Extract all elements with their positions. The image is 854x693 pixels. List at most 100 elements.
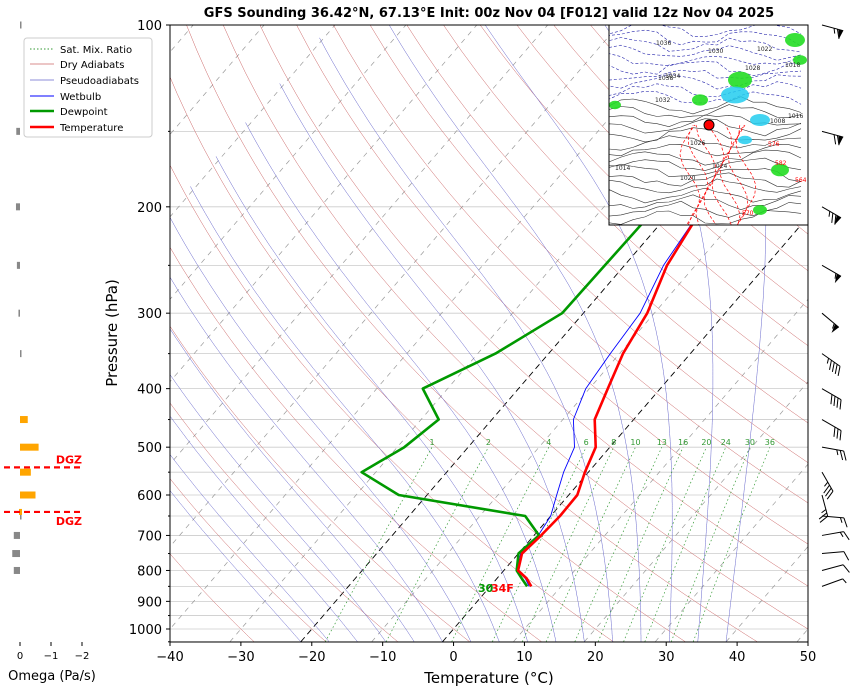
dry-adiabat-60 bbox=[259, 25, 808, 587]
inset-contour-15 bbox=[609, 135, 802, 151]
x-tick-label--20: −20 bbox=[298, 650, 325, 665]
y-tick-label-400: 400 bbox=[137, 383, 162, 398]
inset-contour-label-3: 1036 bbox=[656, 40, 671, 47]
x-tick-label-50: 50 bbox=[800, 650, 817, 665]
inset-contour-20 bbox=[609, 172, 802, 188]
inset-height-contour-1 bbox=[687, 124, 709, 225]
dry-adiabat-0 bbox=[170, 325, 470, 642]
dry-adiabat-70 bbox=[296, 25, 808, 545]
omega-bar-200 bbox=[15, 203, 20, 211]
pseudoadiabat-24 bbox=[319, 37, 613, 642]
wind-barb-550 bbox=[821, 471, 834, 500]
y-axis-label: Pressure (hPa) bbox=[103, 279, 121, 387]
inset-contour-label-1: 1030 bbox=[708, 48, 723, 55]
y-tick-label-200: 200 bbox=[137, 201, 162, 216]
legend-wetbulb: Wetbulb bbox=[60, 92, 101, 103]
inset-height-contour-7 bbox=[735, 124, 757, 225]
dry-adiabat-20 bbox=[170, 164, 614, 642]
mixing-ratio-label-2: 2 bbox=[486, 438, 491, 447]
mixing-ratio-label-13: 13 bbox=[657, 438, 667, 447]
inset-location-marker bbox=[703, 119, 715, 131]
mixing-ratio-line-1 bbox=[324, 447, 433, 642]
dry-adiabat-40 bbox=[186, 25, 758, 642]
inset-contour-label-16: 582 bbox=[775, 160, 787, 167]
omega-bar-250 bbox=[16, 261, 20, 269]
wind-barb-450 bbox=[821, 419, 842, 441]
pseudoadiabat-8 bbox=[190, 186, 500, 642]
omega-tick-label-1: −1 bbox=[44, 651, 59, 662]
pseudoadiabat--16 bbox=[170, 454, 330, 642]
dgz-label-0: DGZ bbox=[56, 453, 82, 466]
inset-contour-10 bbox=[609, 96, 802, 115]
y-tick-label-700: 700 bbox=[137, 529, 162, 544]
mixing-ratio-label-20: 20 bbox=[701, 438, 711, 447]
y-tick-label-900: 900 bbox=[137, 595, 162, 610]
dgz-label-1: DGZ bbox=[56, 515, 82, 528]
mixing-ratio-label-30: 30 bbox=[745, 438, 755, 447]
y-tick-label-500: 500 bbox=[137, 441, 162, 456]
omega-bar-550 bbox=[20, 468, 31, 476]
inset-contour-label-17: 564 bbox=[795, 177, 807, 184]
pseudoadiabat-0 bbox=[170, 276, 443, 642]
inset-precip-heavy-2 bbox=[738, 135, 752, 145]
pseudoadiabat-12 bbox=[215, 156, 528, 642]
inset-height-contour-4 bbox=[711, 124, 733, 225]
mixing-ratio-label-6: 6 bbox=[584, 438, 589, 447]
legend-pseudoadiabats: Pseudoadiabats bbox=[60, 76, 139, 87]
dry-adiabats bbox=[170, 25, 808, 642]
inset-contour-25 bbox=[609, 210, 802, 225]
x-tick-label--30: −30 bbox=[227, 650, 254, 665]
inset-contour-label-12: 1020 bbox=[680, 175, 695, 182]
inset-contour-21 bbox=[609, 178, 802, 194]
x-tick-label-30: 30 bbox=[658, 650, 675, 665]
sounding-traces bbox=[360, 39, 808, 588]
pseudoadiabat--8 bbox=[170, 374, 387, 642]
omega-bar-640 bbox=[19, 508, 22, 515]
inset-contour-16 bbox=[609, 144, 802, 157]
pseudoadiabat-28 bbox=[388, 25, 642, 642]
legend-dewpoint: Dewpoint bbox=[60, 107, 108, 118]
inset-contour-label-7: 1024 bbox=[712, 163, 727, 170]
plot-frame bbox=[169, 24, 809, 643]
mixing-ratio-line-36 bbox=[692, 447, 771, 642]
inset-height-contour-6 bbox=[727, 124, 749, 225]
omega-bar-600 bbox=[20, 491, 36, 499]
mixing-ratio-line-24 bbox=[644, 447, 727, 642]
pseudoadiabat--12 bbox=[170, 415, 358, 642]
inset-contour-18 bbox=[609, 157, 802, 171]
inset-contour-5 bbox=[609, 61, 802, 77]
trace-temperature bbox=[516, 148, 808, 588]
omega-axis-label: Omega (Pa/s) bbox=[8, 669, 96, 684]
omega-bar-500 bbox=[20, 443, 39, 451]
isotherm-0 bbox=[442, 216, 808, 642]
surface-label-temperature: 34F bbox=[491, 582, 514, 595]
inset-contour-label-13: 1028 bbox=[745, 65, 760, 72]
inset-precip-heavy-0 bbox=[721, 86, 749, 104]
inset-contour-19 bbox=[609, 163, 802, 182]
inset-precip-heavy-1 bbox=[750, 114, 770, 126]
inset-precip-6 bbox=[793, 55, 807, 65]
wind-barb-400 bbox=[821, 388, 842, 410]
isobar-lines bbox=[170, 25, 808, 642]
inset-contour-label-6: 1026 bbox=[690, 140, 705, 147]
x-tick-label-40: 40 bbox=[729, 650, 746, 665]
inset-contour-11 bbox=[609, 104, 802, 118]
omega-bar-300 bbox=[18, 309, 20, 317]
x-axis-label: Temperature (°C) bbox=[423, 669, 553, 687]
mixing-ratio-line-30 bbox=[670, 447, 751, 642]
chart-title: GFS Sounding 36.42°N, 67.13°E Init: 00z … bbox=[204, 6, 774, 21]
wind-barb-100 bbox=[821, 24, 844, 39]
inset-contour-label-5: 1034 bbox=[665, 73, 680, 80]
wind-barb-700 bbox=[821, 531, 850, 541]
pseudoadiabat-32 bbox=[484, 25, 673, 642]
pseudoadiabat-16 bbox=[245, 122, 557, 642]
inset-contour-6 bbox=[609, 69, 802, 81]
inset-precip-1 bbox=[692, 94, 708, 106]
mixing-ratio-label-16: 16 bbox=[678, 438, 688, 447]
dry-adiabat-110 bbox=[443, 25, 808, 385]
inset-contour-17 bbox=[609, 149, 802, 166]
mixing-ratio-line-13 bbox=[574, 447, 663, 642]
mixing-ratio-lines bbox=[324, 447, 771, 642]
pseudoadiabat--20 bbox=[170, 490, 301, 642]
